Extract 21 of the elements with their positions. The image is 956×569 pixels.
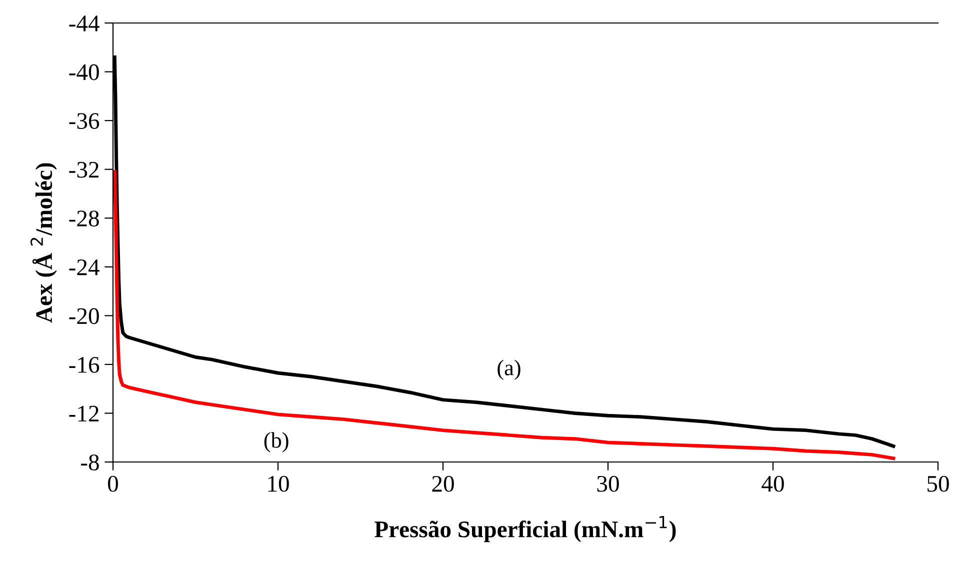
y-tick-label: -40 (69, 64, 99, 80)
annotation: (b) (264, 432, 288, 452)
y-tick-label: -12 (69, 406, 99, 422)
y-tick-label: -8 (81, 454, 99, 470)
y-tick-label: -28 (69, 210, 99, 227)
y-tick-label: -16 (69, 357, 100, 373)
x-tick-label: 40 (762, 476, 784, 492)
x-tick-label: 10 (268, 476, 289, 492)
y-axis-title: Aex (Å $^{2}$/moléc) (30, 163, 57, 323)
y-tick-label: -32 (69, 162, 99, 178)
annotation: (a) (498, 360, 520, 380)
x-tick-label: 30 (597, 476, 619, 492)
y-tick-label: -36 (69, 113, 100, 129)
x-tick-label: 20 (432, 476, 454, 492)
x-tick-label: 50 (928, 476, 949, 492)
x-axis-title: Pressão Superficial (mN.m$^{−1}$) (374, 516, 676, 542)
y-tick-label: -20 (69, 308, 99, 324)
x-tick-label: 0 (108, 476, 118, 492)
y-tick-label: -44 (69, 16, 100, 32)
line-series (113, 170, 896, 460)
y-tick-label: -24 (69, 259, 100, 276)
